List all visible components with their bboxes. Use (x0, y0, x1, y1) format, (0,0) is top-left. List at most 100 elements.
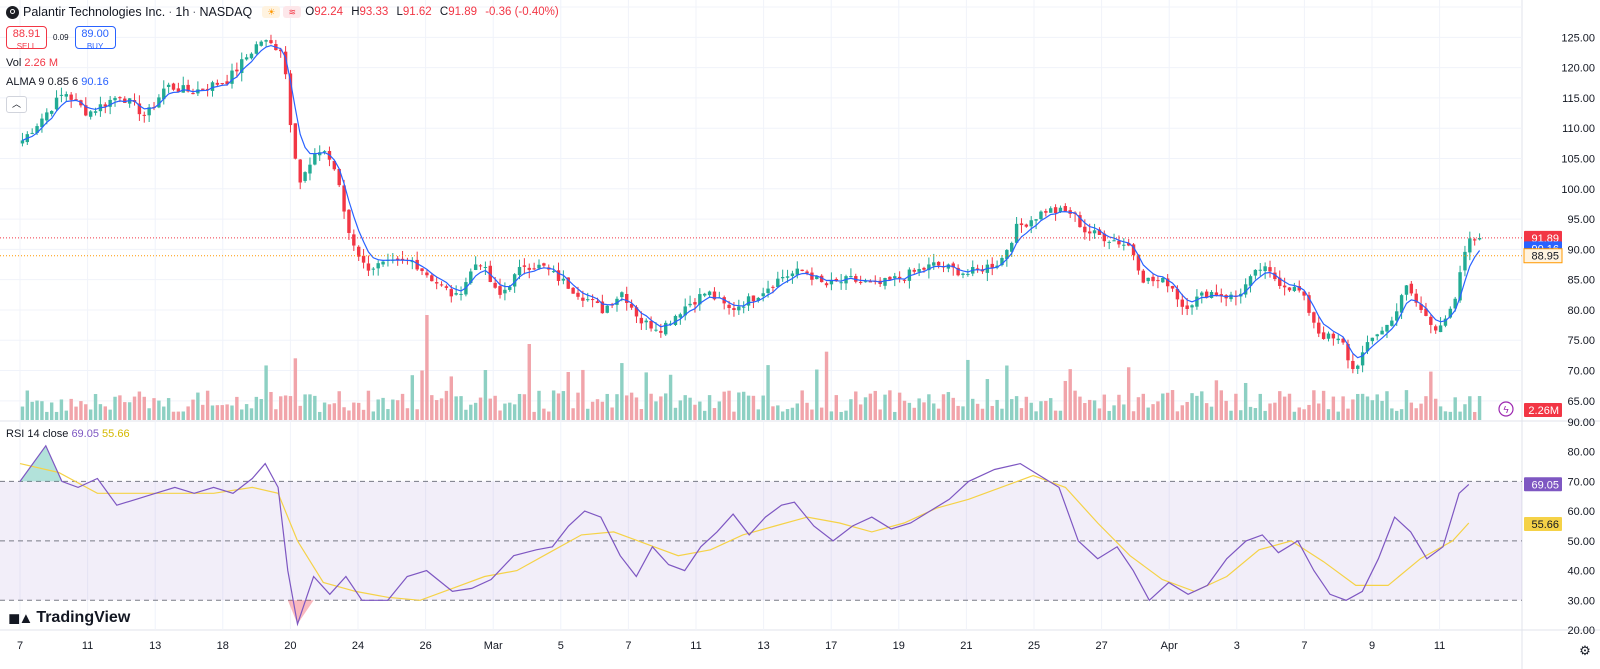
volume-bar (1117, 394, 1121, 420)
gear-icon[interactable]: ⚙ (1579, 643, 1591, 658)
volume-bar (342, 407, 346, 420)
candle-body (668, 323, 673, 325)
volume-bar (1297, 407, 1301, 420)
alma-legend[interactable]: ALMA 9 0.85 6 90.16 (6, 76, 109, 88)
candle-body (1258, 269, 1262, 271)
candle-body (625, 293, 629, 303)
candle-body (595, 301, 600, 304)
volume-bar (74, 406, 78, 420)
volume-bar (274, 409, 278, 420)
premarket-badge: 88.95 (1531, 251, 1559, 263)
candle-body (1214, 292, 1219, 296)
rsi-legend[interactable]: RSI 14 close 69.05 55.66 (6, 428, 130, 440)
candle-body (157, 97, 161, 108)
candle-body (761, 293, 765, 297)
volume-bar (1356, 393, 1360, 420)
candle-body (1263, 266, 1267, 272)
candle-body (946, 264, 951, 269)
volume-bar (1044, 400, 1048, 420)
volume-bar (118, 395, 122, 420)
volume-bar (1385, 391, 1389, 420)
candle-body (298, 159, 302, 183)
volume-bar (1161, 393, 1165, 420)
volume-bar (883, 394, 887, 420)
volume-bar (605, 393, 609, 420)
volume-bar (639, 409, 644, 420)
candle-body (532, 268, 536, 270)
volume-legend[interactable]: Vol 2.26 M (6, 57, 58, 69)
candle-body (927, 264, 931, 271)
volume-bar (537, 390, 541, 420)
candle-body (922, 267, 926, 270)
volume-bar (1010, 399, 1014, 420)
ohlc-values: O92.24 H93.33 L91.62 C91.89 -0.36 (-0.40… (305, 6, 559, 18)
volume-bar (1351, 399, 1355, 420)
candle-body (688, 303, 692, 306)
volume-bar (459, 396, 463, 420)
candle-body (1253, 269, 1258, 276)
tradingview-logo[interactable]: ◼▲ TradingView (8, 609, 131, 627)
time-tick-label: 19 (893, 640, 905, 652)
volume-bar (254, 396, 259, 420)
volume-bar (1365, 396, 1370, 420)
volume-bar (1234, 393, 1238, 420)
sell-button[interactable]: 88.91 SELL (6, 26, 47, 51)
candle-body (1424, 308, 1428, 316)
volume-bar (366, 390, 371, 420)
dividend-icon: ≋ (283, 6, 302, 18)
candle-body (897, 276, 902, 279)
candle-body (40, 118, 44, 128)
candle-body (620, 292, 624, 298)
interval-label[interactable]: 1h (175, 5, 190, 19)
volume-bar (25, 390, 30, 420)
candle-body (1433, 326, 1438, 331)
candle-body (1458, 272, 1462, 301)
candle-body (137, 103, 142, 115)
candle-body (766, 288, 770, 293)
candle-body (288, 73, 293, 126)
volume-bar (727, 390, 731, 420)
volume-bar (561, 391, 566, 420)
volume-bar (1433, 398, 1438, 420)
chevron-up-icon[interactable]: ︿ (6, 96, 27, 113)
buy-button[interactable]: 89.00 BUY (74, 26, 116, 51)
volume-bar (1419, 403, 1423, 420)
candle-body (332, 161, 337, 170)
volume-bar (522, 394, 527, 420)
price-tick-label: 70.00 (1567, 366, 1595, 378)
price-tick-label: 95.00 (1567, 214, 1595, 226)
volume-bar (1175, 411, 1180, 420)
volume-bar (1458, 411, 1462, 420)
volume-bar (162, 406, 166, 420)
candle-body (707, 291, 712, 296)
candle-body (1380, 330, 1384, 335)
rsi-tick-label: 40.00 (1567, 566, 1595, 578)
volume-bar (405, 408, 410, 420)
candle-body (561, 278, 566, 281)
volume-bar (868, 393, 873, 420)
volume-bar (1477, 396, 1482, 420)
candle-body (1414, 293, 1418, 303)
rsi-tick-label: 90.00 (1567, 417, 1595, 429)
volume-bar (1000, 408, 1004, 420)
volume-bar (400, 393, 405, 420)
candle-body (751, 295, 756, 302)
high-value: 93.33 (359, 6, 389, 18)
volume-bar (269, 391, 273, 420)
volume-bar (620, 363, 624, 420)
candle-body (508, 286, 512, 290)
volume-bar (244, 404, 249, 420)
volume-bar (1312, 390, 1316, 420)
volume-bar (1029, 402, 1033, 420)
time-tick-label: 26 (419, 640, 431, 652)
candle-body (1273, 272, 1277, 280)
candle-body (1131, 244, 1136, 256)
volume-bar (1087, 399, 1092, 420)
volume-bar (84, 404, 88, 420)
volume-badge-bg (1524, 403, 1562, 417)
volume-bar (1409, 402, 1414, 420)
candle-body (1063, 206, 1068, 212)
symbol-name[interactable]: Palantir Technologies Inc. (23, 5, 166, 19)
time-tick-label: 24 (352, 640, 364, 652)
